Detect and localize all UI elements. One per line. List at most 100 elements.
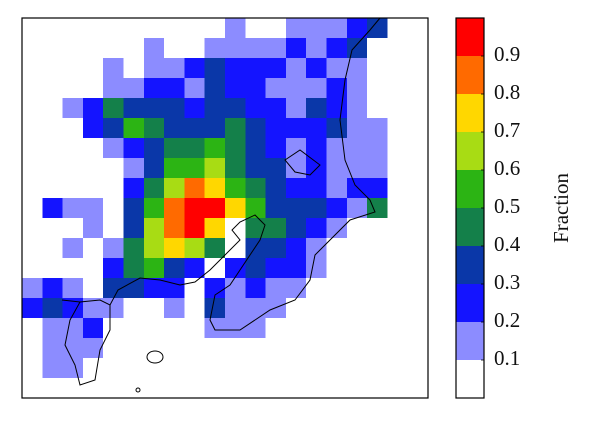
cell bbox=[387, 78, 408, 99]
cell bbox=[42, 178, 63, 199]
cell bbox=[164, 338, 185, 359]
cell bbox=[285, 118, 307, 139]
cell bbox=[22, 318, 43, 339]
cell bbox=[225, 258, 246, 279]
cell bbox=[103, 38, 124, 59]
cell bbox=[265, 338, 287, 359]
cell bbox=[387, 98, 408, 119]
cell bbox=[306, 378, 327, 399]
cell bbox=[143, 58, 165, 79]
cell bbox=[285, 58, 307, 79]
cell bbox=[306, 358, 327, 379]
cell bbox=[367, 178, 388, 199]
cell bbox=[123, 58, 145, 79]
cell bbox=[367, 38, 388, 59]
cell bbox=[265, 138, 287, 159]
cell bbox=[265, 158, 287, 179]
cell bbox=[103, 378, 124, 399]
cell bbox=[42, 38, 63, 59]
cell bbox=[164, 258, 185, 279]
cell bbox=[123, 318, 145, 339]
cell bbox=[407, 78, 429, 99]
cell bbox=[204, 298, 226, 319]
island bbox=[135, 387, 141, 393]
cell bbox=[387, 118, 408, 139]
cell bbox=[184, 358, 205, 379]
cell bbox=[103, 178, 124, 199]
cell bbox=[245, 58, 266, 79]
cell bbox=[367, 358, 388, 379]
cell bbox=[82, 218, 104, 239]
cell bbox=[184, 378, 205, 399]
cell bbox=[326, 158, 348, 179]
cell bbox=[42, 158, 63, 179]
cell bbox=[265, 318, 287, 339]
cell bbox=[164, 138, 185, 159]
cell bbox=[123, 78, 145, 99]
cell bbox=[204, 358, 226, 379]
cell bbox=[204, 178, 226, 199]
cell bbox=[245, 158, 266, 179]
cell bbox=[367, 298, 388, 319]
cell bbox=[346, 358, 368, 379]
cell bbox=[82, 158, 104, 179]
cell bbox=[326, 198, 348, 219]
cell bbox=[164, 118, 185, 139]
cell bbox=[184, 58, 205, 79]
cell bbox=[326, 218, 348, 239]
cell bbox=[204, 138, 226, 159]
cell bbox=[346, 218, 368, 239]
cell bbox=[225, 358, 246, 379]
cell bbox=[225, 118, 246, 139]
cell bbox=[265, 258, 287, 279]
cell bbox=[367, 158, 388, 179]
cell bbox=[143, 278, 165, 299]
cell bbox=[204, 38, 226, 59]
cell bbox=[306, 18, 327, 39]
cell bbox=[326, 378, 348, 399]
cell bbox=[346, 38, 368, 59]
coastline-izu bbox=[64, 301, 111, 386]
cell bbox=[22, 338, 43, 359]
cell bbox=[225, 278, 246, 299]
cell bbox=[184, 18, 205, 39]
cell bbox=[225, 58, 246, 79]
cell bbox=[123, 258, 145, 279]
cell bbox=[123, 378, 145, 399]
cell bbox=[123, 118, 145, 139]
colorbar-band bbox=[456, 132, 484, 170]
cell bbox=[82, 38, 104, 59]
cell bbox=[164, 238, 185, 259]
cell bbox=[42, 318, 63, 339]
cell bbox=[62, 218, 84, 239]
cell bbox=[326, 118, 348, 139]
colorbar-tick-label: 0.6 bbox=[494, 156, 520, 180]
cell bbox=[387, 158, 408, 179]
cell bbox=[367, 218, 388, 239]
cell bbox=[346, 338, 368, 359]
cell bbox=[184, 78, 205, 99]
cell bbox=[407, 218, 429, 239]
colorbar-tick-label: 0.8 bbox=[494, 80, 520, 104]
cell bbox=[42, 58, 63, 79]
cell bbox=[143, 238, 165, 259]
cell bbox=[123, 158, 145, 179]
cell bbox=[184, 98, 205, 119]
cell bbox=[245, 118, 266, 139]
colorbar-band bbox=[456, 170, 484, 208]
cell bbox=[143, 378, 165, 399]
cell bbox=[245, 138, 266, 159]
cell bbox=[22, 158, 43, 179]
cell bbox=[387, 378, 408, 399]
cell bbox=[143, 258, 165, 279]
island bbox=[146, 350, 164, 364]
cell bbox=[164, 38, 185, 59]
cell bbox=[204, 258, 226, 279]
cell bbox=[82, 78, 104, 99]
cell bbox=[326, 138, 348, 159]
cell bbox=[143, 78, 165, 99]
cell bbox=[326, 358, 348, 379]
cell bbox=[103, 298, 124, 319]
cell bbox=[265, 378, 287, 399]
